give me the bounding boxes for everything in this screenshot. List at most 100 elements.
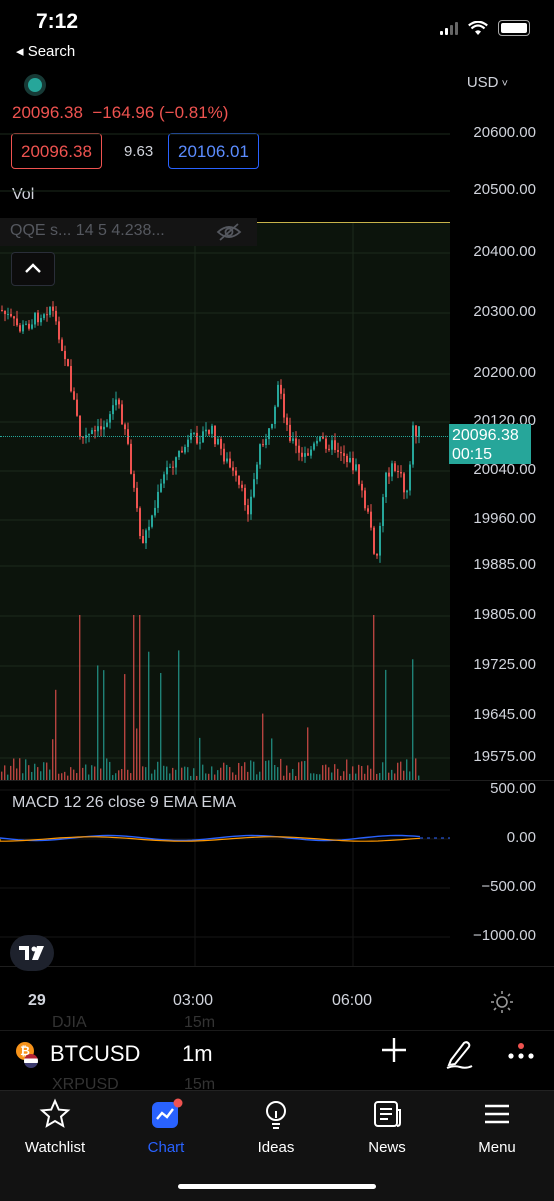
volume-bar bbox=[382, 762, 384, 780]
candle-body bbox=[52, 306, 54, 311]
volume-bar bbox=[286, 765, 288, 780]
volume-bar bbox=[184, 766, 186, 780]
candle-body bbox=[355, 464, 357, 471]
volume-bar bbox=[67, 775, 69, 780]
volume-bar bbox=[391, 769, 393, 780]
volume-bar bbox=[370, 768, 372, 780]
volume-bar bbox=[337, 768, 339, 780]
volume-bar bbox=[139, 615, 141, 780]
volume-bar bbox=[214, 774, 216, 780]
volume-bar bbox=[331, 772, 333, 780]
volume-bar bbox=[148, 651, 150, 780]
volume-bar bbox=[1, 771, 3, 780]
candle-body bbox=[340, 452, 342, 454]
drawing-tools-button[interactable] bbox=[444, 1038, 474, 1075]
candle-body bbox=[343, 453, 345, 456]
candle-body bbox=[121, 404, 123, 425]
volume-bar bbox=[280, 758, 282, 780]
volume-bar bbox=[163, 765, 165, 780]
candle-body bbox=[298, 445, 300, 453]
volume-bar bbox=[304, 760, 306, 780]
candle-body bbox=[415, 425, 417, 437]
candle-body bbox=[154, 507, 156, 516]
more-options-button[interactable] bbox=[506, 1042, 536, 1071]
market-status-icon[interactable] bbox=[28, 78, 42, 92]
volume-bar bbox=[343, 771, 345, 780]
volume-bar bbox=[334, 764, 336, 780]
macd-indicator-label[interactable]: MACD 12 26 close 9 EMA EMA bbox=[12, 794, 237, 811]
candle-body bbox=[178, 450, 180, 458]
volume-bar bbox=[154, 769, 156, 780]
volume-bar bbox=[115, 773, 117, 780]
volume-bar bbox=[124, 674, 126, 780]
interval-selector[interactable]: 1m bbox=[182, 1041, 213, 1066]
candle-body bbox=[169, 466, 171, 468]
candle-body bbox=[109, 414, 111, 423]
volume-bar bbox=[388, 772, 390, 780]
volume-bar bbox=[250, 760, 252, 780]
volume-bar bbox=[394, 773, 396, 780]
volume-bar bbox=[364, 773, 366, 780]
qqe-indicator-legend[interactable] bbox=[0, 218, 257, 246]
candle-body bbox=[334, 440, 336, 450]
tab-chart[interactable]: Chart bbox=[116, 1098, 216, 1156]
volume-bar bbox=[190, 775, 192, 780]
candle-body bbox=[229, 458, 231, 468]
currency-selector[interactable]: USD ˅ bbox=[466, 74, 508, 91]
volume-bar bbox=[256, 774, 258, 780]
volume-bar bbox=[157, 761, 159, 780]
lightbulb-icon bbox=[266, 1101, 286, 1129]
chart-pane[interactable] bbox=[0, 222, 450, 780]
candle-body bbox=[205, 429, 207, 432]
tab-menu[interactable]: Menu bbox=[447, 1098, 547, 1156]
volume-bar bbox=[70, 767, 72, 780]
candle-body bbox=[385, 472, 387, 498]
sun-icon[interactable] bbox=[490, 990, 514, 1014]
volume-bar bbox=[55, 689, 57, 780]
volume-bar bbox=[376, 773, 378, 780]
candle-body bbox=[58, 321, 60, 340]
eye-off-icon[interactable] bbox=[216, 222, 242, 242]
tab-news[interactable]: News bbox=[337, 1098, 437, 1156]
volume-bar bbox=[412, 659, 414, 780]
volume-bar bbox=[4, 765, 6, 780]
candle-body bbox=[145, 530, 147, 544]
add-indicator-button[interactable] bbox=[380, 1036, 408, 1069]
volume-bar bbox=[322, 765, 324, 780]
collapse-legend-button[interactable] bbox=[11, 252, 55, 286]
candle-body bbox=[112, 405, 114, 415]
chart-icon bbox=[152, 1098, 183, 1128]
volume-indicator-label[interactable]: Vol bbox=[12, 186, 35, 203]
tradingview-logo-icon bbox=[19, 946, 44, 960]
candle-body bbox=[265, 438, 267, 446]
volume-bar bbox=[76, 773, 78, 780]
volume-bar bbox=[142, 766, 144, 780]
candle-body bbox=[13, 316, 15, 319]
candle-body bbox=[391, 463, 393, 477]
volume-bar bbox=[61, 773, 63, 780]
symbol-selector[interactable]: BTCUSD bbox=[50, 1041, 141, 1066]
volume-bar bbox=[46, 762, 48, 780]
tab-ideas[interactable]: Ideas bbox=[226, 1098, 326, 1156]
volume-bar bbox=[346, 759, 348, 780]
candle-body bbox=[184, 446, 186, 453]
qqe-indicator-label: QQE s... 14 5 4.238... bbox=[10, 222, 165, 239]
volume-bar bbox=[94, 766, 96, 780]
candle-body bbox=[232, 467, 234, 471]
candle-body bbox=[367, 508, 369, 512]
candle-body bbox=[124, 424, 126, 430]
volume-bar bbox=[79, 615, 81, 780]
tradingview-logo[interactable] bbox=[10, 935, 54, 971]
price-chart[interactable] bbox=[0, 0, 554, 1000]
candle-body bbox=[322, 436, 324, 439]
candle-body bbox=[37, 312, 39, 323]
tab-watchlist[interactable]: Watchlist bbox=[5, 1098, 105, 1156]
candle-body bbox=[28, 323, 30, 329]
price-axis-label: 20600.00 bbox=[473, 124, 536, 141]
candle-body bbox=[346, 455, 348, 463]
cellular-signal-icon bbox=[440, 21, 458, 35]
time-axis-label: 03:00 bbox=[173, 992, 214, 1009]
candle-body bbox=[250, 496, 252, 515]
candle-body bbox=[25, 323, 27, 325]
back-to-search-link[interactable]: ◂ Search bbox=[16, 43, 76, 60]
